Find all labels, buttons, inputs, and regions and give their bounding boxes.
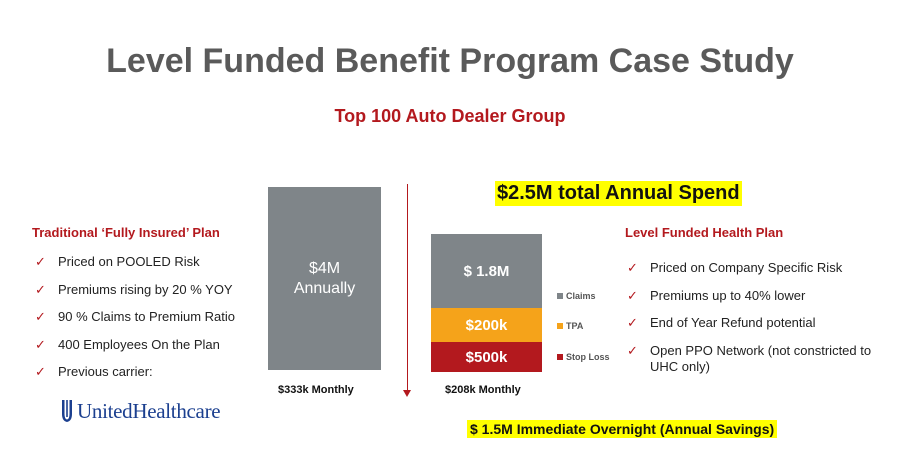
list-item-text: Premiums rising by 20 % YOY — [58, 281, 233, 297]
annual-spend-highlight: $2.5M total Annual Spend — [495, 181, 742, 206]
legend-label: Stop Loss — [566, 352, 610, 362]
bar-period-label: Annually — [293, 279, 356, 297]
list-item-text: Priced on Company Specific Risk — [650, 260, 843, 275]
list-item-text: End of Year Refund potential — [650, 315, 816, 330]
traditional-plan-heading: Traditional ‘Fully Insured’ Plan — [32, 225, 220, 240]
legend-tpa: TPA — [557, 321, 583, 331]
unitedhealthcare-logo: UnitedHealthcare — [60, 398, 221, 424]
legend-stop-loss: Stop Loss — [557, 352, 610, 362]
traditional-cost-bar: $4M Annually — [268, 187, 381, 370]
level-funded-plan-list: ✓ Priced on Company Specific Risk ✓ Premiu… — [624, 260, 879, 386]
level-funded-plan-heading: Level Funded Health Plan — [625, 225, 784, 240]
check-icon: ✓ — [627, 315, 638, 330]
legend-label: Claims — [566, 291, 596, 301]
divider-line — [407, 184, 408, 394]
list-item-text: 400 Employees On the Plan — [58, 336, 220, 352]
list-item: ✓ Open PPO Network (not constricted to UH… — [624, 343, 879, 375]
traditional-monthly-label: $333k Monthly — [278, 384, 354, 396]
list-item: ✓ Premiums up to 40% lower — [624, 288, 879, 304]
page-title: Level Funded Benefit Program Case Study — [106, 42, 794, 80]
legend-swatch — [557, 323, 563, 329]
page-subtitle: Top 100 Auto Dealer Group — [334, 106, 566, 126]
list-item: ✓ Previous carrier: — [32, 364, 272, 392]
check-icon: ✓ — [627, 260, 638, 275]
level-funded-monthly-label: $208k Monthly — [445, 384, 521, 396]
check-icon: ✓ — [35, 254, 46, 269]
stop-loss-segment: $500k — [431, 342, 542, 372]
check-icon: ✓ — [627, 342, 638, 358]
arrow-down-icon — [403, 390, 411, 397]
savings-highlight: $ 1.5M Immediate Overnight (Annual Savin… — [467, 420, 778, 438]
list-item: ✓ 90 % Claims to Premium Ratio — [32, 309, 272, 337]
check-icon: ✓ — [35, 364, 46, 379]
list-item: ✓ Priced on Company Specific Risk — [624, 260, 879, 276]
check-icon: ✓ — [627, 287, 638, 303]
check-icon: ✓ — [35, 309, 46, 324]
bar-value-label: $4M — [308, 259, 341, 277]
list-item: ✓ End of Year Refund potential — [624, 315, 879, 331]
check-icon: ✓ — [35, 281, 46, 297]
list-item: ✓ 400 Employees On the Plan — [32, 337, 272, 365]
list-item-text: Priced on POOLED Risk — [58, 254, 200, 269]
traditional-plan-list: ✓ Priced on POOLED Risk ✓ Premiums rising … — [32, 254, 272, 392]
legend-swatch — [557, 354, 563, 360]
list-item-text: Previous carrier: — [58, 364, 153, 379]
check-icon: ✓ — [35, 336, 46, 352]
legend-claims: Claims — [557, 291, 596, 301]
uhc-shield-icon — [62, 400, 72, 422]
tpa-segment: $200k — [431, 308, 542, 342]
list-item-text: 90 % Claims to Premium Ratio — [58, 309, 235, 324]
list-item: ✓ Priced on POOLED Risk — [32, 254, 272, 282]
logo-wordmark: UnitedHealthcare — [77, 398, 221, 423]
list-item-text: Open PPO Network (not constricted to UHC… — [650, 342, 872, 374]
list-item: ✓ Premiums rising by 20 % YOY — [32, 282, 272, 310]
claims-segment: $ 1.8M — [431, 234, 542, 308]
legend-swatch — [557, 293, 563, 299]
legend-label: TPA — [566, 321, 584, 331]
list-item-text: Premiums up to 40% lower — [650, 287, 806, 303]
